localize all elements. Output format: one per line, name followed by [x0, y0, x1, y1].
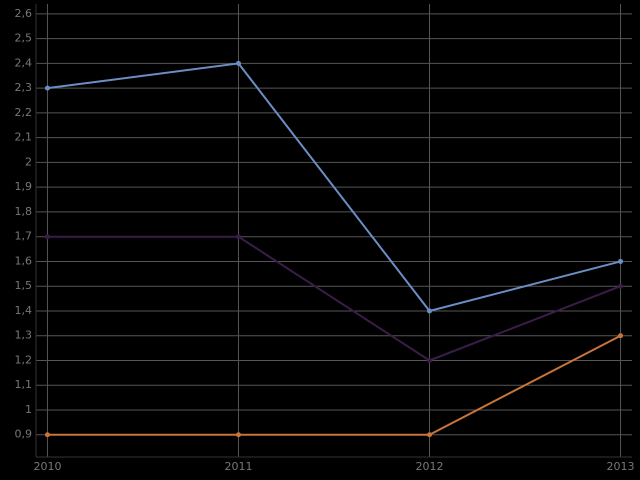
y-tick-label: 1,7: [15, 230, 33, 243]
x-tick-label: 2011: [224, 460, 252, 473]
x-tick-label: 2010: [33, 460, 61, 473]
y-tick-label: 1,4: [15, 304, 33, 317]
y-tick-label: 1,1: [15, 378, 33, 391]
data-point: [427, 308, 433, 314]
series-line: [47, 334, 621, 436]
y-tick-label: 1: [25, 403, 32, 416]
data-point: [618, 258, 624, 264]
series-line: [47, 235, 621, 362]
y-tick-label: 2,5: [15, 32, 33, 45]
data-point: [235, 234, 241, 240]
series-line: [47, 62, 621, 313]
data-point: [235, 60, 241, 66]
data-point: [618, 333, 624, 339]
x-tick-label: 2012: [416, 460, 444, 473]
y-tick-label: 1,5: [15, 279, 33, 292]
data-point: [44, 234, 50, 240]
y-tick-label: 2,2: [15, 106, 33, 119]
y-tick-label: 1,6: [15, 254, 33, 267]
y-tick-label: 1,2: [15, 353, 33, 366]
data-point: [427, 432, 433, 438]
data-point: [235, 432, 241, 438]
y-tick-label: 2: [25, 155, 32, 168]
y-tick-label: 2,4: [15, 56, 33, 69]
y-tick-label: 1,8: [15, 205, 33, 218]
x-tick-label: 2013: [607, 460, 635, 473]
data-point: [427, 357, 433, 363]
y-tick-label: 2,6: [15, 7, 33, 20]
data-point: [44, 432, 50, 438]
y-tick-label: 1,3: [15, 329, 33, 342]
y-tick-label: 2,3: [15, 81, 33, 94]
data-point: [618, 283, 624, 289]
data-point: [44, 85, 50, 91]
y-tick-label: 1,9: [15, 180, 33, 193]
y-tick-label: 2,1: [15, 131, 33, 144]
y-tick-label: 0,9: [15, 428, 33, 441]
